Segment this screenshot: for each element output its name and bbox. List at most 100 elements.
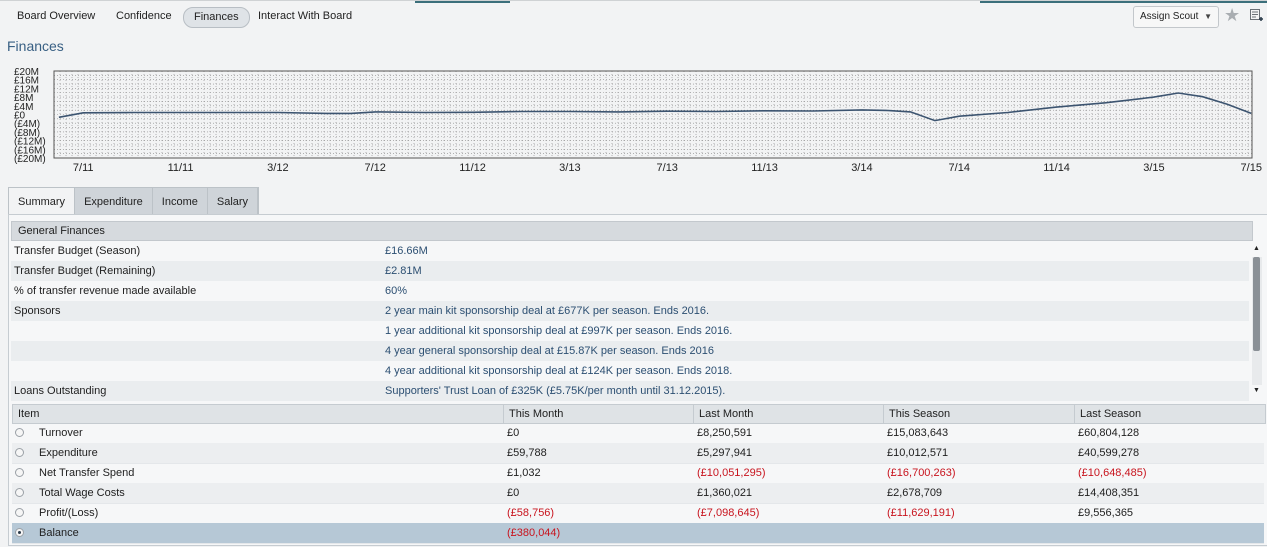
general-row: 4 year general sponsorship deal at £15.8… [11,341,1249,361]
table-row[interactable]: Balance (£380,044) [12,523,1264,544]
table-cell: £9,556,365 [1078,507,1134,519]
row-radio-icon[interactable] [15,468,24,477]
x-tick-label: 3/12 [267,162,288,174]
finance-chart: £20M£16M£12M£8M£4M£0(£4M)(£8M)(£12M)(£16… [14,67,1262,174]
table-cell: (£16,700,263) [887,467,956,479]
x-tick-label: 11/13 [751,162,778,174]
row-radio-icon[interactable] [15,488,24,497]
x-tick-label: 11/14 [1043,162,1070,174]
top-bar: Board Overview Confidence Finances Inter… [0,0,1267,31]
y-tick-label: (£12M) [14,137,46,148]
table-row[interactable]: Profit/(Loss) (£58,756) (£7,098,645) (£11,6… [12,503,1264,524]
chart-y-ticks: £20M£16M£12M£8M£4M£0(£4M)(£8M)(£12M)(£16… [14,67,46,165]
table-cell: (£10,648,485) [1078,467,1147,479]
row-radio-icon[interactable] [15,508,24,517]
table-cell: £2,678,709 [887,487,943,499]
column-header-this-season[interactable]: This Season [883,405,950,423]
general-row-value: 4 year general sponsorship deal at £15.8… [385,345,715,357]
column-header-item[interactable]: Item [18,408,40,420]
table-cell: (£11,629,191) [887,507,955,519]
tab-board-overview[interactable]: Board Overview [17,10,96,22]
tab-interact-with-board[interactable]: Interact With Board [258,10,353,22]
row-radio-icon[interactable] [15,448,24,457]
table-cell: £60,804,128 [1078,427,1140,439]
y-tick-label: £4M [14,102,33,113]
tab-income[interactable]: Income [152,188,208,216]
x-tick-label: 7/13 [657,162,678,174]
general-scrollbar[interactable]: ▲ ▼ [1252,245,1262,397]
y-tick-label: (£16M) [14,145,46,156]
table-cell: (£10,051,295) [697,467,766,479]
y-tick-label: (£4M) [14,119,40,130]
assign-scout-label: Assign Scout [1140,11,1199,22]
y-tick-label: £20M [14,67,39,78]
general-row-label: Sponsors [14,305,61,317]
general-row: 4 year additional kit sponsorship deal a… [11,361,1249,381]
assign-scout-dropdown[interactable]: Assign Scout ▼ [1133,6,1219,28]
table-row[interactable]: Net Transfer Spend £1,032 (£10,051,295) (£1… [12,463,1264,484]
table-cell-item: Total Wage Costs [39,487,125,499]
page-title: Finances [7,38,64,54]
scroll-up-icon[interactable]: ▲ [1253,245,1260,252]
tab-expenditure[interactable]: Expenditure [75,188,153,216]
table-cell-item: Balance [39,527,79,539]
table-cell: £59,788 [507,447,547,459]
table-cell: £14,408,351 [1078,487,1140,499]
column-header-last-month[interactable]: Last Month [693,405,753,423]
table-cell: £5,297,941 [697,447,753,459]
scroll-down-icon[interactable]: ▼ [1253,387,1260,394]
chart-x-ticks: 7/11 11/11 3/12 7/12 11/12 3/13 7/13 11/13 3/14 7… [73,162,1262,174]
table-row[interactable]: Total Wage Costs £0 £1,360,021 £2,678,709 £1… [12,483,1264,504]
x-tick-label: 11/12 [459,162,486,174]
y-tick-label: (£20M) [14,154,46,165]
table-cell: (£7,098,645) [697,507,760,519]
general-row: 1 year additional kit sponsorship deal a… [11,321,1249,341]
row-radio-icon[interactable] [15,528,24,537]
top-accent-line [980,1,1267,3]
row-radio-icon[interactable] [15,428,24,437]
tab-salary[interactable]: Salary [207,188,259,216]
y-tick-label: £16M [14,76,39,87]
tab-finances[interactable]: Finances [183,7,250,28]
table-row[interactable]: Turnover £0 £8,250,591 £15,083,643 £60,804,1… [12,423,1264,444]
general-row-value: 4 year additional kit sponsorship deal a… [385,365,733,377]
column-header-last-season[interactable]: Last Season [1074,405,1141,423]
tab-summary[interactable]: Summary [9,188,76,217]
general-finances-header: General Finances [11,221,1253,241]
x-tick-label: 7/15 [1241,162,1262,174]
top-accent-line [415,1,510,3]
table-cell-item: Turnover [39,427,83,439]
table-cell: £1,360,021 [697,487,753,499]
general-row-label: % of transfer revenue made available [14,285,197,297]
x-tick-label: 7/12 [365,162,386,174]
general-row: Transfer Budget (Remaining) £2.81M [11,261,1249,281]
table-cell-item: Net Transfer Spend [39,467,135,479]
general-row-label: Transfer Budget (Remaining) [14,265,156,277]
star-icon[interactable]: ★ [1224,5,1241,25]
table-cell: £1,032 [507,467,541,479]
general-row-value: Supporters' Trust Loan of £325K (£5.75K/… [385,385,726,397]
general-row-value: £16.66M [385,245,428,257]
column-header-this-month[interactable]: This Month [503,405,563,423]
notes-icon[interactable] [1250,8,1263,22]
general-row: Sponsors 2 year main kit sponsorship dea… [11,301,1249,321]
table-cell: £0 [507,427,520,439]
chevron-down-icon: ▼ [1204,12,1212,21]
scroll-thumb[interactable] [1253,257,1260,351]
table-cell: £10,012,571 [887,447,949,459]
chart-grid [53,70,1252,159]
table-row[interactable]: Expenditure £59,788 £5,297,941 £10,012,571 £… [12,443,1264,464]
table-cell: (£58,756) [507,507,555,519]
table-cell-item: Profit/(Loss) [39,507,99,519]
x-tick-label: 3/13 [559,162,580,174]
tab-confidence[interactable]: Confidence [116,10,172,22]
table-cell: £40,599,278 [1078,447,1140,459]
table-cell: £15,083,643 [887,427,949,439]
table-cell: £8,250,591 [697,427,753,439]
table-cell: (£380,044) [507,527,561,539]
chart-plot-frame [53,70,1253,159]
x-tick-label: 7/14 [949,162,970,174]
x-tick-label: 11/11 [168,162,194,174]
x-tick-label: 3/14 [851,162,872,174]
summary-panel: General Finances Transfer Budget (Season… [8,214,1267,546]
